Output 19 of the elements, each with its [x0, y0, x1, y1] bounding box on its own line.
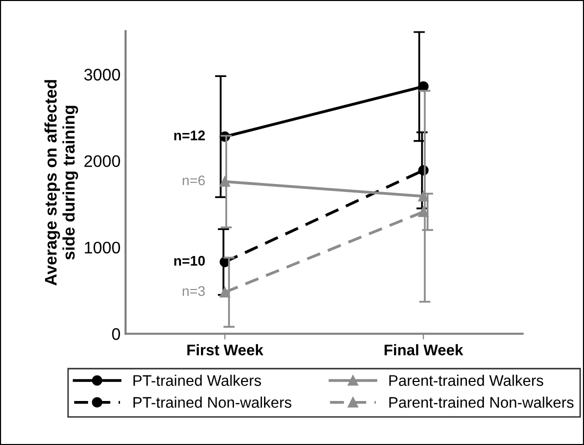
y-tick-label: 1000 — [84, 242, 120, 254]
point — [418, 206, 429, 218]
y-tick-label: 0 — [112, 328, 120, 340]
y-axis-title: Average steps on affected side during training — [44, 80, 78, 286]
y-tick-label: 3000 — [84, 68, 120, 81]
legend-label: Parent-trained Non-walkers — [389, 396, 574, 408]
annotation: n=3 — [182, 286, 205, 296]
annotation: n=12 — [174, 130, 205, 140]
x-tick-label: First Week — [187, 344, 264, 356]
legend-label: PT-trained Walkers — [133, 374, 262, 386]
x-tick-label: Final Week — [384, 344, 464, 356]
legend-label: Parent-trained Walkers — [389, 374, 544, 386]
annotation: n=10 — [174, 256, 205, 266]
y-tick-label: 2000 — [84, 155, 120, 168]
point — [220, 176, 230, 187]
point — [220, 287, 230, 298]
legend-label: PT-trained Non-walkers — [133, 396, 292, 408]
point — [418, 81, 429, 92]
annotation: n=6 — [182, 175, 205, 186]
